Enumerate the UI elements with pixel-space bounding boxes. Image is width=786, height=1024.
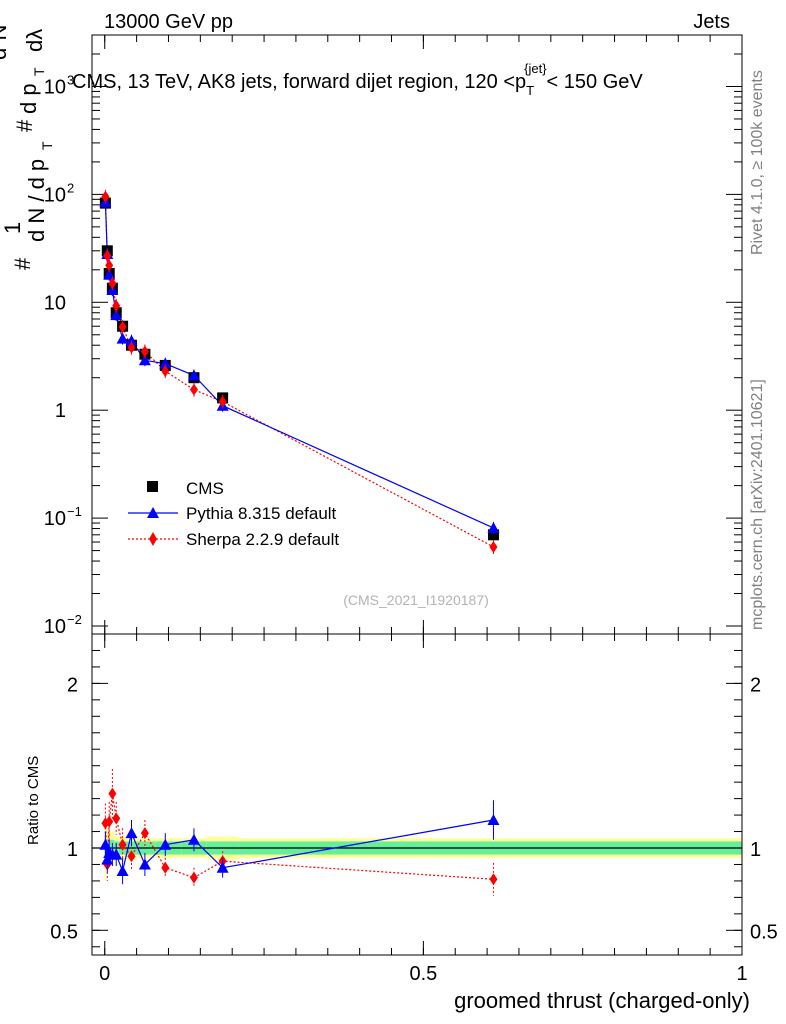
analysis-watermark: (CMS_2021_I1920187) <box>343 592 489 608</box>
pythia-point <box>138 354 151 366</box>
legend-marker-sherpa <box>149 532 157 546</box>
mcplots-source-label: mcplots.cern.ch [arXiv:2401.10621] <box>749 379 766 630</box>
ratio-tick-label: 1 <box>67 839 78 861</box>
pythia-ratio-point <box>110 848 123 860</box>
y-tick-label: 10 <box>44 76 66 98</box>
header-energy-label: 13000 GeV pp <box>104 11 233 33</box>
sherpa-point <box>189 383 198 396</box>
y-tick-exponent: 2 <box>67 180 74 195</box>
sherpa-point <box>127 341 136 354</box>
sherpa-point <box>489 540 498 553</box>
sherpa-ratio-point <box>161 861 170 874</box>
sherpa-ratio-point <box>140 827 149 840</box>
ratio-tick-label-right: 1 <box>750 839 761 861</box>
x-axis-label: groomed thrust (charged-only) <box>454 988 750 1013</box>
sherpa-point <box>101 190 110 203</box>
ratio-tick-label: 2 <box>67 674 78 696</box>
ratio-tick-label-right: 2 <box>750 674 761 696</box>
sherpa-point <box>112 299 121 312</box>
y-label-hash: # <box>10 257 35 270</box>
sherpa-ratio-point <box>112 812 121 825</box>
rivet-version-label: Rivet 4.1.0, ≥ 100k events <box>749 70 766 255</box>
chart-title-prefix: CMS, 13 TeV, AK8 jets, forward dijet reg… <box>72 71 526 93</box>
chart-title: CMS, 13 TeV, AK8 jets, forward dijet reg… <box>72 61 643 98</box>
chart-title-suffix: < 150 GeV <box>547 71 644 93</box>
x-tick-label: 1 <box>736 963 747 985</box>
x-tick-label: 0.5 <box>409 963 437 985</box>
pythia-ratio-point <box>487 814 500 826</box>
legend-label-cms: CMS <box>186 479 224 498</box>
sherpa-ratio-point <box>127 850 136 863</box>
sherpa-point <box>118 321 127 334</box>
y-tick-label: 1 <box>55 400 66 422</box>
sherpa-ratio-point <box>489 873 498 886</box>
sherpa-point <box>218 395 227 408</box>
x-tick-label: 0 <box>99 963 110 985</box>
y-tick-label: 10 <box>44 292 66 314</box>
sherpa-ratio-point <box>108 787 117 800</box>
ratio-tick-label: 0.5 <box>50 921 78 943</box>
ratio-axis-label: Ratio to CMS <box>25 756 42 845</box>
y-label-dN: d N / d p <box>24 159 49 242</box>
header-category-label: Jets <box>693 11 730 33</box>
y-label-dpT: d p <box>16 83 41 114</box>
sherpa-point <box>105 259 114 272</box>
chart-title-sub: T <box>526 83 534 98</box>
y-tick-exponent: −1 <box>67 504 82 519</box>
pythia-ratio-point <box>116 865 129 877</box>
sherpa-line <box>104 196 494 548</box>
cms-point <box>487 529 499 541</box>
sherpa-ratio-point <box>189 871 198 884</box>
legend-label-sherpa: Sherpa 2.2.9 default <box>186 530 339 549</box>
y-label-hash2: # <box>12 119 37 132</box>
sherpa-point <box>108 277 117 290</box>
pythia-point <box>110 309 123 321</box>
legend-marker-cms <box>147 481 158 492</box>
pythia-ratio-point <box>187 833 200 845</box>
y-label-dlambda: dλ <box>22 29 47 52</box>
y-tick-exponent: −2 <box>67 612 82 627</box>
pythia-ratio-point <box>216 861 229 873</box>
y-label-T: T <box>39 141 55 150</box>
y-label-one: 1 <box>0 222 25 234</box>
y-label-d2N: d²N <box>0 25 11 60</box>
pythia-point <box>187 369 200 381</box>
y-tick-label: 10 <box>44 616 66 638</box>
chart-title-sup: {jet} <box>524 61 547 76</box>
sherpa-point <box>103 249 112 262</box>
pythia-ratio-point <box>99 838 112 850</box>
ratio-tick-label-right: 0.5 <box>750 921 778 943</box>
sherpa-ratio-line <box>104 793 494 880</box>
pythia-point <box>159 357 172 369</box>
sherpa-point <box>161 365 170 378</box>
pythia-point <box>125 334 138 346</box>
pythia-ratio-point <box>138 858 151 870</box>
sherpa-ratio-point <box>105 815 114 828</box>
pythia-ratio-point <box>125 827 138 839</box>
pythia-ratio-point <box>159 838 172 850</box>
sherpa-ratio-point <box>118 838 127 851</box>
sherpa-point <box>140 345 149 358</box>
legend-label-pythia: Pythia 8.315 default <box>186 504 337 523</box>
y-label-T2: T <box>31 67 47 76</box>
pythia-point <box>116 332 129 344</box>
y-tick-label: 10 <box>44 508 66 530</box>
ratio-frame <box>91 633 743 956</box>
legend-marker-pythia <box>147 507 159 518</box>
y-tick-exponent: 3 <box>67 72 74 87</box>
y-tick-label: 10 <box>44 184 66 206</box>
y-axis-label: # 1 d N / d p T # d²N d p T dλ <box>0 25 55 270</box>
legend: CMS Pythia 8.315 default Sherpa 2.2.9 de… <box>128 479 339 549</box>
pythia-point <box>487 521 500 533</box>
